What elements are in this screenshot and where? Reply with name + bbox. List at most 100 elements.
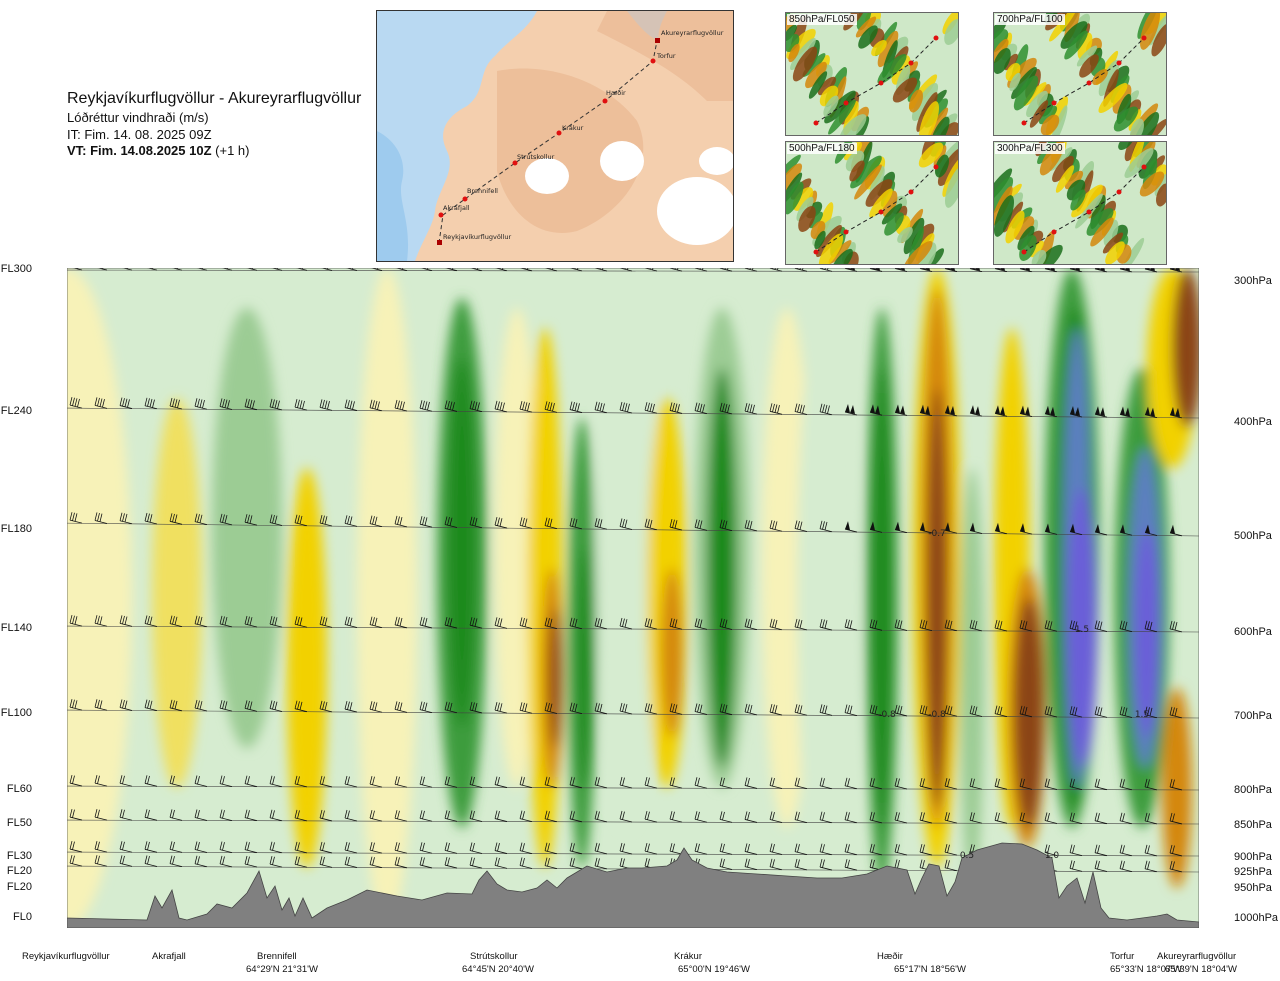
wind-barb bbox=[219, 615, 233, 628]
wind-barb bbox=[1144, 812, 1158, 825]
contour-label: 1.5 bbox=[1075, 625, 1089, 635]
thumbnail-850hpa[interactable]: 850hPa/FL050 bbox=[785, 12, 959, 136]
wind-barb bbox=[419, 516, 433, 528]
wind-barb bbox=[794, 403, 808, 415]
wind-barb bbox=[394, 810, 408, 822]
wind-barb bbox=[1044, 405, 1058, 418]
thumb-blob bbox=[839, 114, 867, 135]
wind-barb bbox=[269, 700, 283, 712]
wind-barb bbox=[894, 404, 908, 416]
wind-barb bbox=[794, 520, 808, 532]
contour-label: 0.5 bbox=[960, 851, 974, 861]
thumb-blob bbox=[877, 54, 907, 84]
wind-barb bbox=[669, 777, 683, 789]
wind-barb bbox=[1094, 620, 1108, 632]
contour-label: 1.5 bbox=[1135, 710, 1149, 720]
wind-barb bbox=[171, 268, 183, 271]
wind-barb bbox=[594, 776, 608, 789]
fl-label: FL300 bbox=[0, 263, 32, 275]
wind-barb bbox=[944, 778, 958, 790]
wind-barb bbox=[1119, 778, 1133, 791]
wind-barb bbox=[619, 776, 633, 789]
thumbnail-300hpa[interactable]: 300hPa/FL300 bbox=[993, 141, 1167, 265]
wind-barb bbox=[219, 513, 233, 526]
thumb-blob bbox=[1079, 54, 1099, 78]
wind-barb bbox=[194, 699, 208, 712]
wind-barb bbox=[194, 615, 208, 628]
wind-barb bbox=[419, 701, 433, 713]
thumb-blob bbox=[1124, 148, 1154, 178]
thumb-blob bbox=[1151, 23, 1166, 57]
wind-barb bbox=[644, 268, 658, 272]
wind-barb bbox=[1169, 620, 1183, 633]
level-line bbox=[67, 819, 1199, 825]
thumbnail-label: 850hPa/FL050 bbox=[787, 14, 857, 25]
wind-barb bbox=[1169, 524, 1183, 537]
location-label: Reykjavíkurflugvöllur bbox=[22, 951, 110, 962]
wind-barb bbox=[94, 809, 108, 821]
wind-barb bbox=[469, 810, 483, 822]
wind-barb bbox=[419, 856, 433, 869]
wind-barb bbox=[194, 398, 208, 410]
thumb-blob bbox=[1013, 216, 1035, 240]
hpa-label: 800hPa bbox=[1234, 784, 1272, 796]
hpa-label: 900hPa bbox=[1234, 851, 1272, 863]
wind-barb bbox=[719, 703, 733, 716]
wind-barb bbox=[219, 841, 233, 853]
thumb-blob bbox=[1148, 14, 1166, 46]
location-label: Strútskollur bbox=[470, 951, 518, 962]
thumb-blob bbox=[1005, 210, 1025, 244]
thumb-blob bbox=[994, 20, 1007, 42]
wind-barb bbox=[319, 616, 333, 628]
wind-barb bbox=[869, 404, 883, 416]
wind-barb bbox=[1144, 524, 1158, 536]
thumb-blob bbox=[850, 155, 882, 189]
wind-barb bbox=[669, 811, 683, 823]
wind-barb bbox=[769, 811, 783, 823]
level-line bbox=[67, 269, 1199, 273]
wind-barb bbox=[369, 810, 383, 822]
vertical-wind-plume bbox=[1014, 598, 1044, 828]
location-label: Torfur bbox=[1110, 951, 1135, 962]
thumb-blob bbox=[849, 160, 865, 182]
wind-barb bbox=[544, 702, 558, 714]
wind-barb bbox=[669, 843, 683, 855]
thumbnail-500hpa[interactable]: 500hPa/FL180 bbox=[785, 141, 959, 265]
wind-barb bbox=[669, 268, 683, 272]
wind-barb bbox=[819, 843, 833, 856]
thumb-blob bbox=[1118, 142, 1134, 150]
wind-barb bbox=[519, 810, 533, 823]
wind-barb bbox=[194, 809, 208, 821]
hpa-label: 500hPa bbox=[1234, 530, 1272, 542]
location-label: Akureyrarflugvöllur bbox=[1157, 951, 1237, 962]
thumb-blob bbox=[1019, 235, 1037, 261]
wind-barb bbox=[320, 268, 333, 271]
thumb-blob bbox=[809, 211, 823, 229]
wind-barb bbox=[1019, 405, 1033, 417]
wind-barb bbox=[619, 268, 633, 272]
wind-barb bbox=[544, 857, 558, 869]
wind-barb bbox=[1069, 523, 1083, 536]
location-label: Krákur bbox=[674, 951, 702, 962]
wind-barb bbox=[1044, 844, 1058, 856]
wind-barb bbox=[1119, 860, 1133, 873]
wind-barb bbox=[1019, 523, 1033, 535]
wind-barb bbox=[169, 855, 183, 867]
wind-barb bbox=[544, 810, 558, 823]
wind-barb bbox=[494, 702, 508, 714]
wind-barb bbox=[269, 856, 283, 868]
vertical-wind-plume bbox=[287, 468, 327, 868]
thumbnail-700hpa[interactable]: 700hPa/FL100 bbox=[993, 12, 1167, 136]
wind-barb bbox=[169, 615, 183, 627]
wind-barb bbox=[119, 512, 133, 525]
wind-barb bbox=[144, 775, 158, 787]
thumb-blob bbox=[994, 168, 1013, 204]
vertical-wind-plume bbox=[872, 368, 892, 828]
wind-barb bbox=[694, 703, 708, 715]
thumb-blob bbox=[805, 61, 827, 89]
thumb-blob bbox=[903, 217, 925, 255]
route-map: Akureyrarflugvöllur Torfur Hæðir Krákur … bbox=[376, 10, 734, 262]
thumb-blob bbox=[1033, 244, 1063, 264]
thumb-blob bbox=[823, 95, 839, 117]
wind-barb bbox=[294, 616, 308, 628]
